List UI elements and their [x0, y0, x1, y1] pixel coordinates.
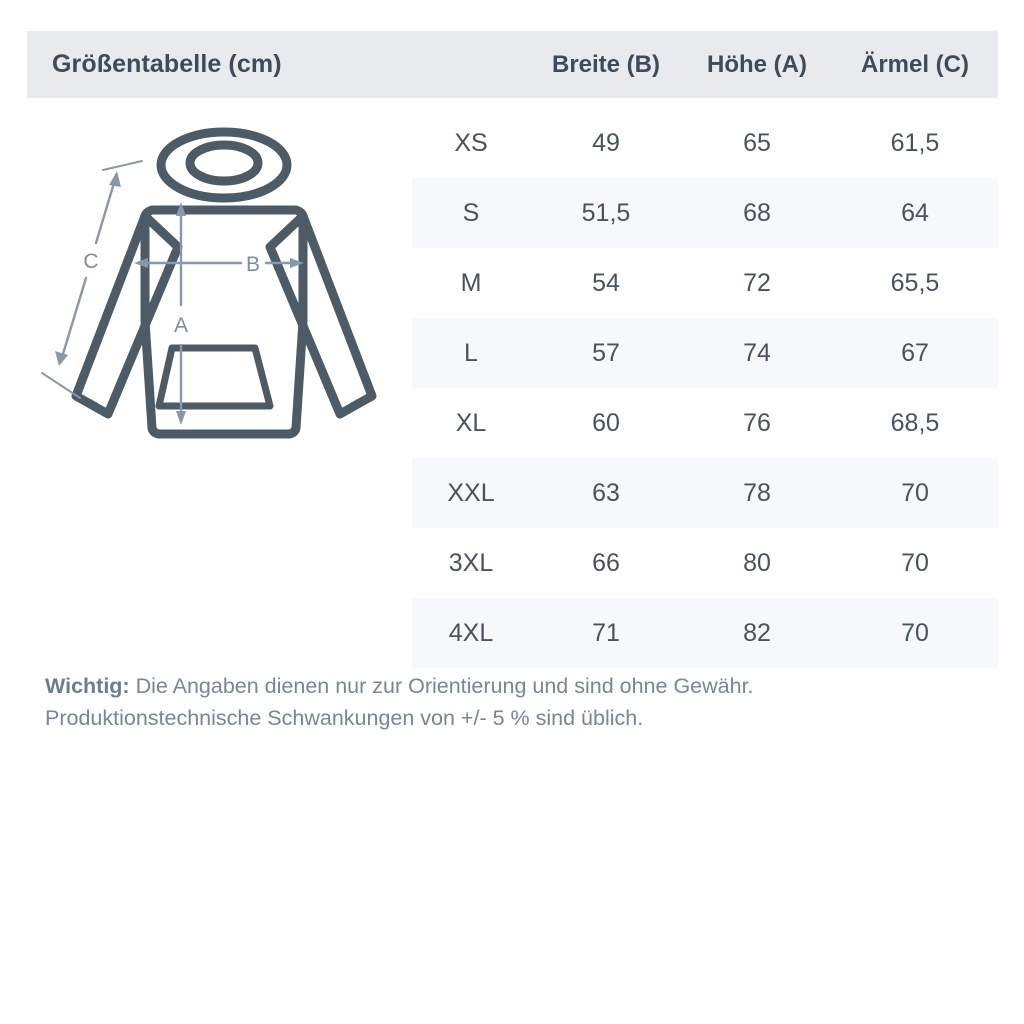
cell-size: 3XL: [448, 548, 494, 577]
cell-hoehe: 72: [743, 268, 771, 297]
cell-breite: 60: [592, 408, 620, 437]
footer-line2: Produktionstechnische Schwankungen von +…: [45, 706, 644, 730]
cell-size: XXL: [447, 478, 495, 507]
cell-aermel: 70: [901, 478, 929, 507]
column-header-hoehe: Höhe (A): [707, 50, 807, 78]
dimension-b-arrowhead-left: [134, 258, 148, 268]
footer-note: Wichtig: Die Angaben dienen nur zur Orie…: [45, 670, 995, 734]
dimension-a-arrowhead-bottom: [176, 411, 186, 425]
table-row: S 51,5 68 64: [412, 178, 998, 248]
body-panel-icon: [140, 205, 308, 439]
dimension-c-arrowhead-top: [109, 171, 121, 187]
cell-aermel: 64: [901, 198, 929, 227]
dimension-annotations: A B: [41, 160, 304, 425]
table-header-band: Größentabelle (cm) Breite (B) Höhe (A) Ä…: [27, 31, 998, 98]
table-row: XL 60 76 68,5: [412, 388, 998, 458]
cell-size: XL: [455, 408, 487, 437]
cell-breite: 57: [592, 338, 620, 367]
dimension-c-group: C: [41, 160, 143, 399]
cell-breite: 54: [592, 268, 620, 297]
cell-breite: 71: [592, 618, 620, 647]
cell-size: S: [462, 198, 480, 227]
cell-aermel: 70: [901, 548, 929, 577]
cell-breite: 66: [592, 548, 620, 577]
table-row: L 57 74 67: [412, 318, 998, 388]
table-row: 4XL 71 82 70: [412, 598, 998, 668]
dimension-a-label: A: [174, 314, 188, 337]
cell-aermel: 68,5: [890, 408, 940, 437]
left-sleeve-icon: [71, 211, 183, 419]
cell-hoehe: 76: [743, 408, 771, 437]
hood-outer-icon: [156, 127, 292, 203]
footer-strong-label: Wichtig:: [45, 674, 130, 698]
hood-inner-icon: [185, 140, 263, 186]
hoodie-garment-outline: [71, 127, 377, 439]
footer-line1: Die Angaben dienen nur zur Orientierung …: [129, 674, 754, 698]
hoodie-illustration-svg: A B: [41, 127, 377, 439]
dimension-b-arrowhead-right: [290, 258, 304, 268]
cell-size: M: [460, 268, 482, 297]
dimension-c-extension-top: [102, 160, 143, 171]
cell-hoehe: 68: [743, 198, 771, 227]
cell-size: XS: [454, 128, 488, 157]
dimension-a-arrowhead-top: [176, 202, 186, 216]
dimension-a-group: A: [174, 202, 188, 425]
cell-hoehe: 74: [743, 338, 771, 367]
table-row: XS 49 65 61,5: [412, 108, 998, 178]
size-table-body: XS 49 65 61,5 S 51,5 68 64 M 54 72 65,5 …: [412, 108, 998, 668]
hoodie-diagram: A B: [38, 108, 410, 453]
kangaroo-pocket-icon: [155, 344, 274, 410]
column-header-breite: Breite (B): [551, 50, 660, 78]
right-sleeve-icon: [265, 211, 377, 419]
cell-breite: 63: [592, 478, 620, 507]
column-header-aermel: Ärmel (C): [860, 50, 969, 78]
cell-breite: 51,5: [581, 198, 631, 227]
table-row: M 54 72 65,5: [412, 248, 998, 318]
dimension-c-extension-bottom: [41, 372, 81, 399]
dimension-b-label: B: [246, 253, 260, 276]
dimension-c-upper-line: [94, 181, 116, 245]
table-row: 3XL 66 80 70: [412, 528, 998, 598]
cell-breite: 49: [592, 128, 620, 157]
cell-hoehe: 78: [743, 478, 771, 507]
dimension-c-arrowhead-bottom: [55, 351, 68, 366]
dimension-c-lower-line: [61, 276, 88, 356]
table-row: XXL 63 78 70: [412, 458, 998, 528]
cell-aermel: 70: [901, 618, 929, 647]
cell-aermel: 61,5: [890, 128, 940, 157]
cell-hoehe: 65: [743, 128, 771, 157]
page-title: Größentabelle (cm): [52, 50, 282, 78]
cell-aermel: 65,5: [890, 268, 940, 297]
cell-aermel: 67: [901, 338, 929, 367]
dimension-c-label: C: [83, 250, 98, 273]
cell-hoehe: 82: [743, 618, 771, 647]
column-header-group: Breite (B) Höhe (A) Ärmel (C): [412, 31, 998, 98]
cell-hoehe: 80: [743, 548, 771, 577]
dimension-b-group: B: [134, 253, 304, 276]
cell-size: 4XL: [448, 618, 494, 647]
cell-size: L: [464, 338, 478, 367]
